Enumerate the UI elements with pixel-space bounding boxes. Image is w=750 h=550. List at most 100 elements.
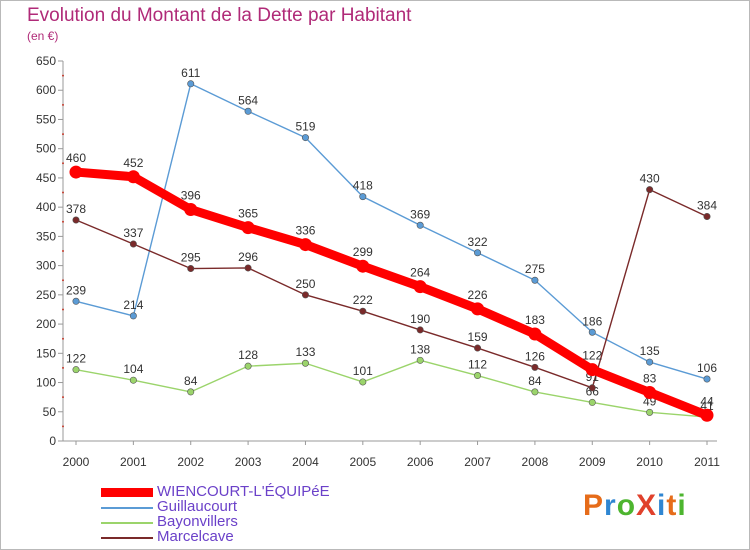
data-label: 250 bbox=[295, 277, 315, 291]
x-tick-label: 2011 bbox=[694, 455, 720, 469]
y-tick-label: 650 bbox=[36, 54, 56, 68]
data-label: 133 bbox=[295, 345, 315, 359]
y-minor-tick bbox=[62, 133, 64, 136]
x-tick-label: 2009 bbox=[579, 455, 606, 469]
data-label: 299 bbox=[353, 245, 373, 259]
data-label: 84 bbox=[184, 374, 198, 388]
y-tick-label: 350 bbox=[36, 229, 56, 243]
data-label: 84 bbox=[528, 374, 542, 388]
y-minor-tick bbox=[62, 103, 64, 106]
data-label: 295 bbox=[181, 251, 201, 265]
data-label: 430 bbox=[640, 172, 660, 186]
data-label: 190 bbox=[410, 312, 430, 326]
y-tick-label: 600 bbox=[36, 83, 56, 97]
series-line bbox=[75, 83, 708, 380]
x-tick-label: 2010 bbox=[636, 455, 663, 469]
data-point bbox=[416, 221, 424, 229]
data-point bbox=[643, 385, 657, 399]
y-tick-label: 100 bbox=[36, 376, 56, 390]
data-label: 126 bbox=[525, 349, 545, 363]
data-point bbox=[528, 327, 542, 341]
legend-swatch bbox=[101, 522, 153, 524]
data-point bbox=[72, 216, 80, 224]
legend-label: Marcelcave bbox=[157, 528, 234, 545]
data-label: 264 bbox=[410, 266, 430, 280]
data-point bbox=[187, 388, 195, 396]
data-point bbox=[356, 259, 370, 273]
data-label: 222 bbox=[353, 293, 373, 307]
data-point bbox=[301, 134, 309, 142]
data-point bbox=[184, 202, 198, 216]
data-point bbox=[69, 165, 83, 179]
data-label: 239 bbox=[66, 283, 86, 297]
chart-title: Evolution du Montant de la Dette par Hab… bbox=[27, 5, 412, 26]
data-point bbox=[359, 378, 367, 386]
data-label: 83 bbox=[643, 371, 657, 385]
data-point bbox=[129, 312, 137, 320]
data-label: 44 bbox=[700, 394, 714, 408]
data-point bbox=[72, 297, 80, 305]
data-point bbox=[359, 193, 367, 201]
legend-label: Bayonvillers bbox=[157, 513, 238, 530]
data-point bbox=[646, 186, 654, 194]
data-point bbox=[703, 213, 711, 221]
y-tick-label: 500 bbox=[36, 142, 56, 156]
data-point bbox=[359, 307, 367, 315]
data-label: 322 bbox=[468, 235, 488, 249]
series-line bbox=[71, 167, 712, 420]
y-minor-tick bbox=[62, 279, 64, 282]
x-tick-label: 2006 bbox=[407, 455, 434, 469]
data-point bbox=[474, 249, 482, 257]
data-label: 369 bbox=[410, 207, 430, 221]
data-label: 275 bbox=[525, 262, 545, 276]
y-tick-label: 50 bbox=[43, 405, 57, 419]
data-label: 226 bbox=[468, 288, 488, 302]
legend-label: WIENCOURT-L'ÉQUIPéE bbox=[157, 483, 330, 500]
data-point bbox=[416, 356, 424, 364]
data-point bbox=[301, 359, 309, 367]
data-point bbox=[72, 366, 80, 374]
y-minor-tick bbox=[62, 366, 64, 369]
y-tick-label: 300 bbox=[36, 259, 56, 273]
data-point bbox=[588, 328, 596, 336]
data-point bbox=[244, 264, 252, 272]
data-point bbox=[126, 170, 140, 184]
data-point bbox=[244, 107, 252, 115]
data-label: 122 bbox=[66, 352, 86, 366]
y-minor-tick bbox=[62, 162, 64, 165]
data-point bbox=[646, 358, 654, 366]
data-label: 106 bbox=[697, 361, 717, 375]
data-label: 104 bbox=[123, 362, 143, 376]
series-line bbox=[75, 359, 708, 418]
data-point bbox=[301, 291, 309, 299]
data-label: 296 bbox=[238, 250, 258, 264]
data-point bbox=[129, 376, 137, 384]
y-minor-tick bbox=[62, 396, 64, 399]
data-label: 611 bbox=[181, 66, 200, 80]
data-point bbox=[531, 363, 539, 371]
data-point bbox=[413, 280, 427, 294]
x-tick-label: 2001 bbox=[120, 455, 147, 469]
y-tick-label: 450 bbox=[36, 171, 56, 185]
data-label: 384 bbox=[697, 199, 717, 213]
chart-subtitle: (en €) bbox=[27, 29, 59, 43]
y-tick-label: 250 bbox=[36, 288, 56, 302]
x-tick-label: 2004 bbox=[292, 455, 319, 469]
data-label: 214 bbox=[123, 298, 143, 312]
data-label: 365 bbox=[238, 207, 258, 221]
data-label: 101 bbox=[353, 364, 373, 378]
x-tick-label: 2000 bbox=[63, 455, 90, 469]
data-point bbox=[474, 344, 482, 352]
data-point bbox=[588, 384, 596, 392]
y-tick-label: 0 bbox=[49, 434, 56, 448]
y-minor-tick bbox=[62, 308, 64, 311]
proxiti-logo: ProXiti bbox=[583, 489, 687, 522]
data-label: 135 bbox=[640, 344, 660, 358]
y-minor-tick bbox=[62, 337, 64, 340]
x-tick-label: 2003 bbox=[235, 455, 262, 469]
data-point bbox=[588, 398, 596, 406]
data-point bbox=[129, 240, 137, 248]
legend-label: Guillaucourt bbox=[157, 498, 238, 515]
data-point bbox=[187, 265, 195, 273]
